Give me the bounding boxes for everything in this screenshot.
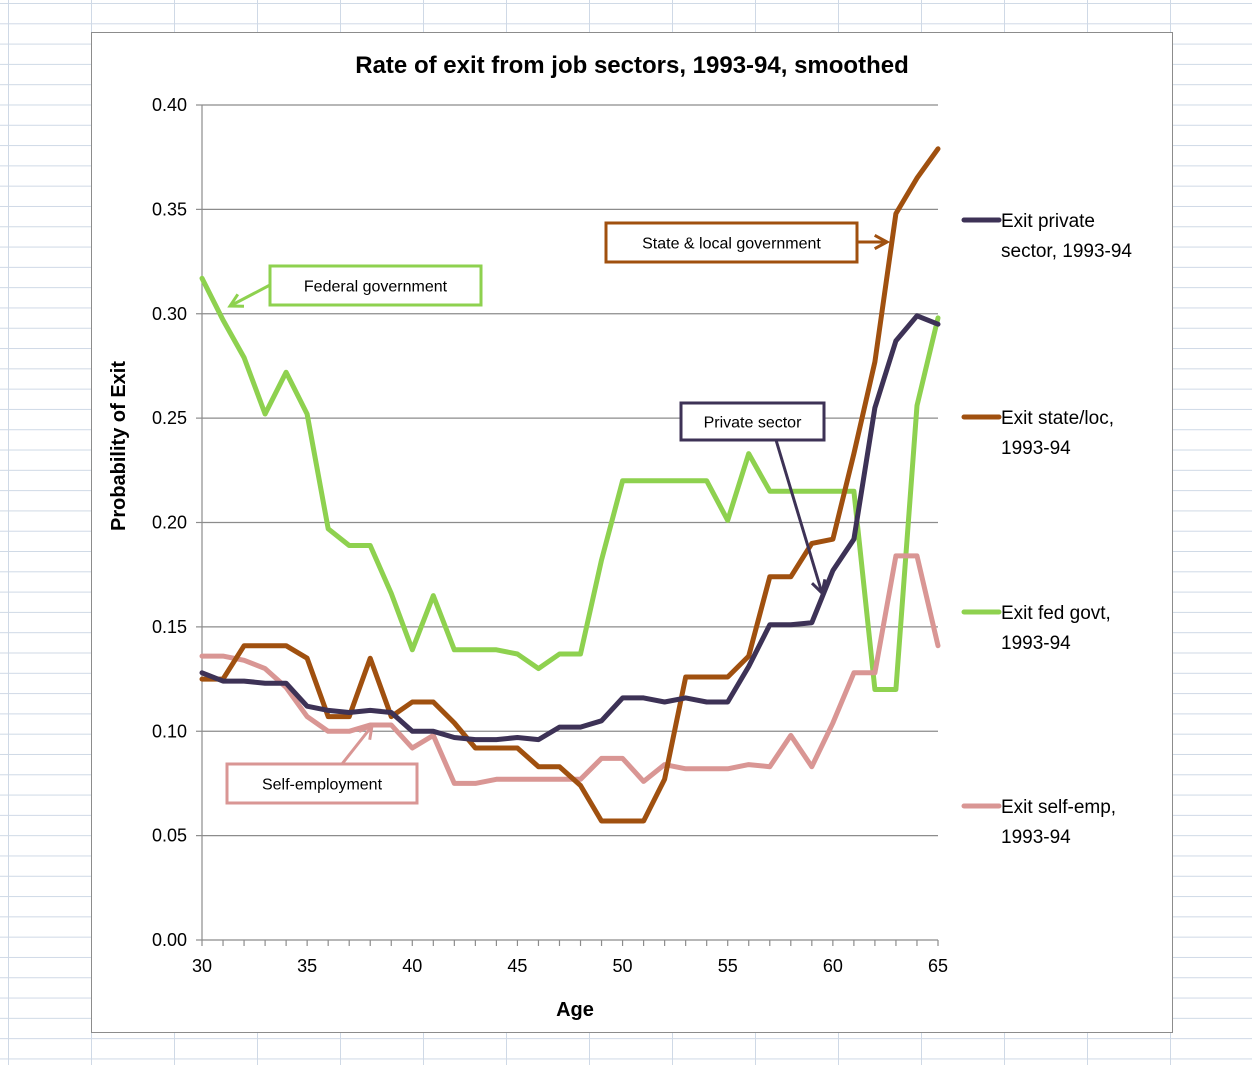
annotation-arrow <box>340 725 374 765</box>
annotation-label: Federal government <box>304 279 448 296</box>
x-tick-label: 45 <box>507 956 527 976</box>
annotation-label: Private sector <box>704 415 802 432</box>
annotation-label: State & local government <box>642 236 821 253</box>
annotation-arrowhead <box>810 578 827 596</box>
annotation-box <box>225 762 419 805</box>
x-tick-label: 60 <box>823 956 843 976</box>
y-tick-label: 0.30 <box>152 304 187 324</box>
annotation-box <box>679 401 826 442</box>
y-tick-label: 0.00 <box>152 930 187 950</box>
annotation-box <box>604 221 859 264</box>
y-tick-label: 0.15 <box>152 617 187 637</box>
x-tick-label: 40 <box>402 956 422 976</box>
series-line-2 <box>199 275 941 692</box>
y-tick-label: 0.35 <box>152 199 187 219</box>
annotation-arrow <box>229 283 271 308</box>
x-tick-label: 30 <box>192 956 212 976</box>
legend-label: Exit state/loc, <box>1001 408 1114 429</box>
y-tick-label: 0.05 <box>152 826 187 846</box>
legend: Exit private sector, 1993-94 Exit state/lo… <box>961 211 1132 848</box>
legend-label: Exit private <box>1001 211 1095 232</box>
axes: 0.00 0.05 0.10 0.15 0.20 0.25 0.30 0.35 0.40 30 35… <box>152 95 948 976</box>
series-line-0 <box>199 313 941 743</box>
x-axis-title: Age <box>556 999 594 1021</box>
annotation-arrowhead <box>873 233 891 251</box>
legend-label: Exit fed govt, <box>1001 603 1111 624</box>
x-tick-label: 50 <box>613 956 633 976</box>
annotation-label: Self-employment <box>262 777 383 794</box>
y-tick-label: 0.25 <box>152 408 187 428</box>
annotations: Federal government State & local governme… <box>225 221 891 805</box>
y-tick-label: 0.20 <box>152 513 187 533</box>
line-chart: Rate of exit from job sectors, 1993-94, … <box>108 52 1132 1021</box>
legend-label: 1993-94 <box>1001 827 1071 848</box>
y-tick-label: 0.40 <box>152 95 187 115</box>
legend-label: 1993-94 <box>1001 438 1071 459</box>
y-axis-title: Probability of Exit <box>108 361 130 531</box>
y-tick-label: 0.10 <box>152 721 187 741</box>
x-tick-label: 55 <box>718 956 738 976</box>
chart-title: Rate of exit from job sectors, 1993-94, … <box>355 52 909 79</box>
x-tick-label: 35 <box>297 956 317 976</box>
legend-label: 1993-94 <box>1001 633 1071 654</box>
x-tick-label: 65 <box>928 956 948 976</box>
legend-label: sector, 1993-94 <box>1001 241 1132 262</box>
annotation-arrowhead <box>358 723 374 741</box>
legend-label: Exit self-emp, <box>1001 797 1116 818</box>
annotation-arrowhead <box>227 293 245 308</box>
series-line-1 <box>199 146 941 824</box>
annotation-arrow <box>774 439 824 594</box>
chart-frame: Rate of exit from job sectors, 1993-94, … <box>91 32 1173 1033</box>
series-lines <box>199 146 941 824</box>
